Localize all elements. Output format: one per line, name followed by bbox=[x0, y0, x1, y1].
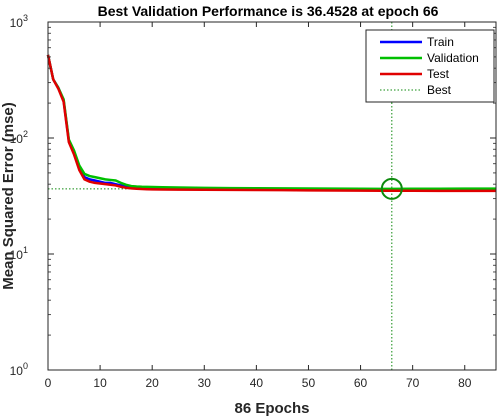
x-tick-label: 70 bbox=[406, 376, 420, 390]
legend-label: Best bbox=[427, 83, 452, 97]
series-line-validation bbox=[46, 54, 496, 191]
x-tick-label: 10 bbox=[93, 376, 107, 390]
legend-label: Test bbox=[427, 67, 450, 81]
best-point-marker bbox=[380, 177, 403, 200]
x-tick-label: 0 bbox=[45, 376, 52, 390]
x-tick-label: 20 bbox=[146, 376, 160, 390]
y-tick-label: 101 bbox=[10, 245, 28, 262]
x-tick-label: 40 bbox=[250, 376, 264, 390]
y-axis-title: Mean Squared Error (mse) bbox=[0, 102, 17, 290]
y-tick-label: 100 bbox=[10, 361, 28, 378]
y-tick-exponent: 2 bbox=[23, 129, 28, 139]
y-tick-exponent: 1 bbox=[23, 245, 28, 255]
y-tick-exponent: 3 bbox=[23, 13, 28, 23]
y-tick-label: 102 bbox=[10, 129, 28, 146]
series-lines bbox=[46, 54, 496, 200]
y-tick-base: 10 bbox=[10, 248, 24, 262]
y-tick-exponent: 0 bbox=[23, 361, 28, 371]
legend-label: Train bbox=[427, 35, 454, 49]
x-axis-title: 86 Epochs bbox=[234, 400, 309, 417]
y-tick-base: 10 bbox=[10, 16, 24, 30]
x-tick-label: 80 bbox=[458, 376, 472, 390]
x-tick-label: 60 bbox=[354, 376, 368, 390]
plot-frame bbox=[47, 21, 497, 371]
x-tick-label: 30 bbox=[198, 376, 212, 390]
y-tick-base: 10 bbox=[10, 364, 24, 378]
y-tick-base: 10 bbox=[10, 132, 24, 146]
legend: Train Validation Test Best bbox=[365, 29, 495, 103]
y-tick-label: 103 bbox=[10, 13, 28, 30]
legend-label: Validation bbox=[427, 51, 479, 65]
series-line-test bbox=[46, 54, 496, 193]
chart-title: Best Validation Performance is 36.4528 a… bbox=[98, 3, 439, 19]
x-axis: 0 10 20 30 40 50 60 70 80 bbox=[45, 22, 472, 390]
x-tick-label: 50 bbox=[302, 376, 316, 390]
